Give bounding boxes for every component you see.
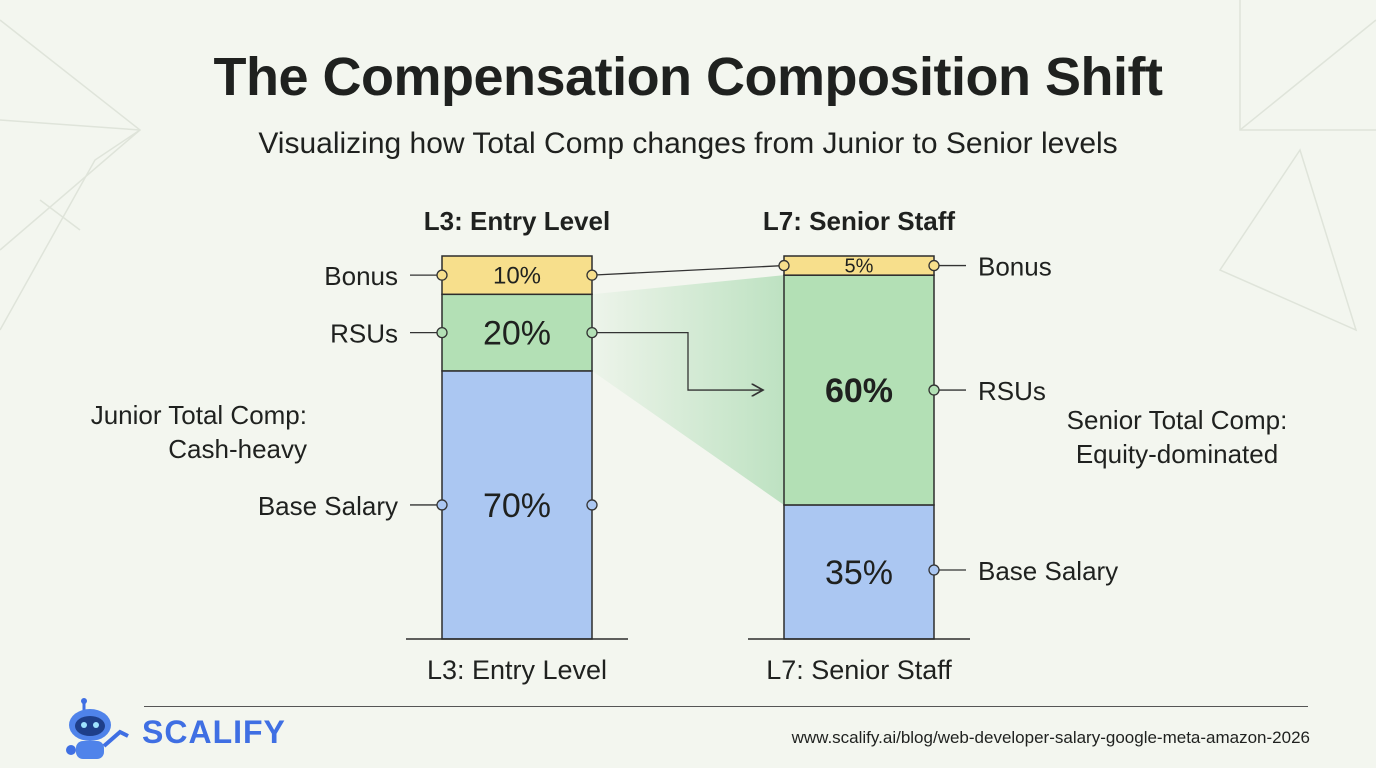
annotation-junior-line2: Cash-heavy — [168, 434, 307, 464]
left-right-dot-bonus — [586, 269, 598, 281]
annotation-senior-line1: Senior Total Comp: — [1067, 405, 1288, 435]
annotation-junior-line1: Junior Total Comp: — [91, 400, 307, 430]
right-left-dot-bonus — [778, 259, 790, 272]
rsu-arrow — [592, 331, 763, 390]
robot-mascot-icon — [66, 698, 129, 759]
chart-title: The Compensation Composition Shift — [213, 47, 1163, 107]
brand-logo-text: SCALIFY — [142, 714, 286, 750]
left-dot-base-salary — [436, 499, 448, 511]
annotation-senior-line2: Equity-dominated — [1076, 439, 1278, 469]
x-tick-label-l7: L7: Senior Staff — [766, 655, 952, 685]
background-decoration — [0, 0, 1376, 332]
left-legend-rsus: RSUs — [330, 319, 398, 349]
footer-divider — [144, 706, 1308, 707]
column-title-l7: L7: Senior Staff — [763, 206, 955, 236]
left-dot-bonus — [436, 269, 448, 281]
left-legend-bonus: Bonus — [324, 261, 398, 291]
bonus-connector-line — [591, 264, 785, 276]
source-url: www.scalify.ai/blog/web-developer-salary… — [791, 728, 1310, 747]
bar-l7-base-salary — [783, 504, 935, 640]
left-right-dot-base-salary — [586, 499, 598, 511]
value-label-l3-rsus: 20% — [483, 315, 551, 353]
value-label-l7-bonus: 5% — [845, 256, 874, 278]
value-label-l7-base-salary: 35% — [825, 554, 893, 592]
bar-l3-bonus — [441, 255, 593, 296]
right-dot-base-salary — [928, 564, 940, 576]
left-dot-rsus — [436, 326, 448, 339]
value-label-l3-base-salary: 70% — [483, 487, 551, 525]
right-legend-rsus: RSUs — [978, 376, 1046, 406]
value-label-l3-bonus: 10% — [493, 263, 541, 290]
value-label-l7-rsus: 60% — [825, 372, 893, 410]
right-dot-rsus — [928, 384, 940, 396]
right-legend-bonus: Bonus — [978, 252, 1052, 282]
left-legend-base-salary: Base Salary — [258, 491, 398, 521]
column-title-l3: L3: Entry Level — [424, 206, 610, 236]
left-right-dot-rsus — [586, 326, 598, 339]
x-tick-label-l3: L3: Entry Level — [427, 655, 607, 685]
right-dot-bonus — [928, 259, 940, 272]
bar-l3-rsus — [441, 293, 593, 372]
chart-subtitle: Visualizing how Total Comp changes from … — [258, 127, 1118, 160]
right-legend-base-salary: Base Salary — [978, 556, 1118, 586]
bar-l7-rsus — [783, 274, 935, 506]
